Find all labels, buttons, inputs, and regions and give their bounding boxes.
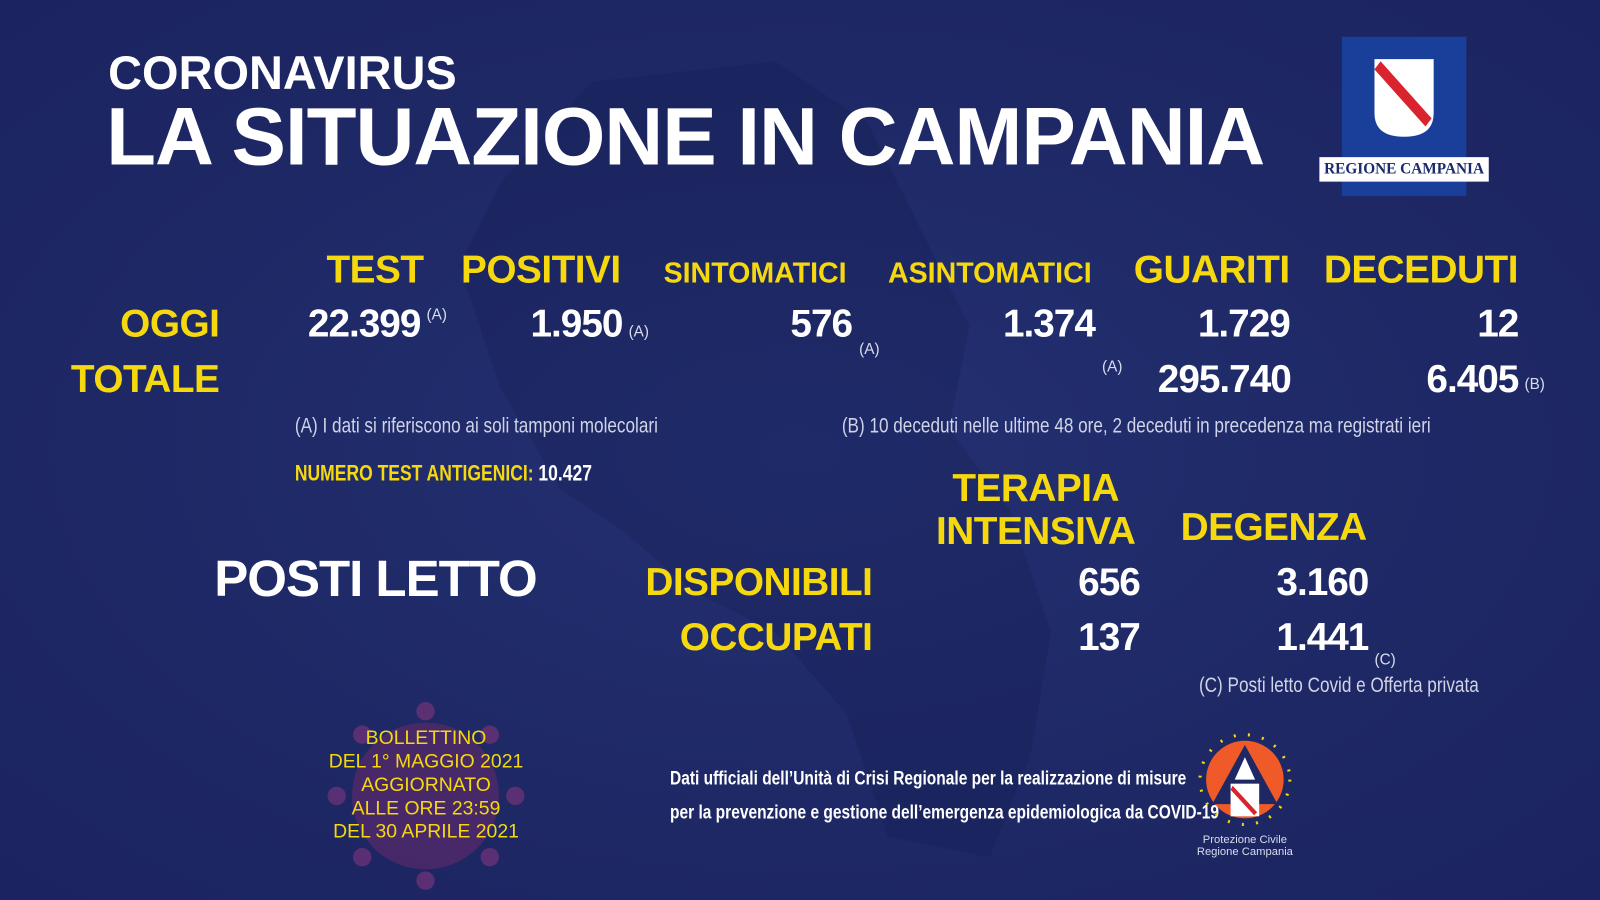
label: INTENSIVA bbox=[936, 510, 1136, 554]
occupati-ti: 137 bbox=[1078, 616, 1141, 660]
oggi-asintomatici: 1.374 bbox=[1002, 303, 1096, 346]
note-marker: (A) bbox=[426, 306, 447, 324]
col-test: TEST bbox=[326, 248, 424, 292]
protezione-civile-emblem-icon bbox=[1198, 733, 1292, 827]
note-a: (A) I dati si riferiscono ai soli tampon… bbox=[294, 414, 658, 438]
footer-text: Dati ufficiali dell’Unità di Crisi Regio… bbox=[551, 762, 1220, 829]
oggi-guariti: 1.729 bbox=[1197, 303, 1291, 346]
disponibili-ti: 656 bbox=[1078, 561, 1141, 605]
bulletin-line: ALLE ORE 23:59 bbox=[351, 797, 501, 820]
caption-line: Protezione Civile bbox=[1202, 833, 1287, 846]
col-degenza: DEGENZA bbox=[1180, 506, 1368, 549]
kicker: CORONAVIRUS bbox=[108, 45, 457, 99]
note-marker: (B) bbox=[1524, 375, 1545, 393]
col-deceduti: DECEDUTI bbox=[1323, 248, 1519, 292]
protezione-caption: Protezione Civile Regione Campania bbox=[1184, 834, 1306, 858]
row-label-totale: TOTALE bbox=[70, 358, 220, 402]
totale-guariti: 295.740 bbox=[1157, 358, 1292, 402]
footer-line: per la prevenzione e gestione dell’emerg… bbox=[669, 802, 1220, 824]
footer-line: Dati ufficiali dell’Unità di Crisi Regio… bbox=[669, 768, 1187, 790]
totale-deceduti: 6.405 bbox=[1426, 358, 1519, 402]
logo-text: REGIONE CAMPANIA bbox=[1319, 157, 1489, 182]
beds-title: POSTI LETTO bbox=[214, 549, 537, 608]
caption-line: Regione Campania bbox=[1196, 845, 1293, 859]
row-label-occupati: OCCUPATI bbox=[679, 616, 873, 660]
col-sintomatici: SINTOMATICI bbox=[663, 257, 847, 289]
note-marker: (A) bbox=[1102, 358, 1123, 376]
virus-icon bbox=[327, 702, 525, 890]
bulletin-line: BOLLETTINO bbox=[365, 727, 487, 749]
bulletin-line: AGGIORNATO bbox=[361, 774, 491, 796]
oggi-test: 22.399 bbox=[265, 303, 422, 347]
antigen-tests: NUMERO TEST ANTIGENICI: 10.427 bbox=[295, 460, 592, 487]
note-c: (C) Posti letto Covid e Offerta privata bbox=[1198, 673, 1479, 697]
note-marker: (A) bbox=[628, 323, 649, 341]
coat-of-arms-icon bbox=[1374, 59, 1434, 137]
value: 22.399 bbox=[307, 303, 422, 346]
note-marker: (C) bbox=[1374, 651, 1396, 669]
col-asintomatici: ASINTOMATICI bbox=[887, 257, 1092, 289]
campania-map-silhouette bbox=[459, 61, 1052, 858]
note-marker: (A) bbox=[859, 340, 880, 359]
occupati-degenza: 1.441 bbox=[1276, 616, 1369, 660]
bulletin-line: DEL 30 APRILE 2021 bbox=[333, 821, 519, 843]
antigen-label: NUMERO TEST ANTIGENICI: bbox=[294, 460, 534, 486]
page-title: LA SITUAZIONE IN CAMPANIA bbox=[106, 90, 1265, 182]
regione-campania-logo: REGIONE CAMPANIA bbox=[1319, 36, 1489, 196]
bulletin-info: BOLLETTINO DEL 1° MAGGIO 2021 AGGIORNATO… bbox=[306, 727, 546, 844]
col-positivi: POSITIVI bbox=[460, 248, 621, 292]
antigen-value: 10.427 bbox=[538, 460, 592, 486]
label: TERAPIA bbox=[952, 467, 1120, 511]
col-terapia-intensiva: TERAPIA INTENSIVA bbox=[918, 467, 1153, 553]
row-label-oggi: OGGI bbox=[120, 303, 220, 346]
oggi-sintomatici: 576 bbox=[790, 303, 853, 346]
oggi-deceduti: 12 bbox=[1477, 303, 1519, 346]
oggi-positivi: 1.950 bbox=[530, 303, 624, 346]
note-b: (B) 10 deceduti nelle ultime 48 ore, 2 d… bbox=[841, 414, 1431, 438]
col-guariti: GUARITI bbox=[1133, 248, 1290, 292]
disponibili-degenza: 3.160 bbox=[1276, 561, 1369, 605]
row-label-disponibili: DISPONIBILI bbox=[645, 561, 873, 605]
bulletin-line: DEL 1° MAGGIO 2021 bbox=[328, 751, 524, 773]
protezione-civile-logo: Protezione Civile Regione Campania bbox=[1184, 727, 1306, 858]
